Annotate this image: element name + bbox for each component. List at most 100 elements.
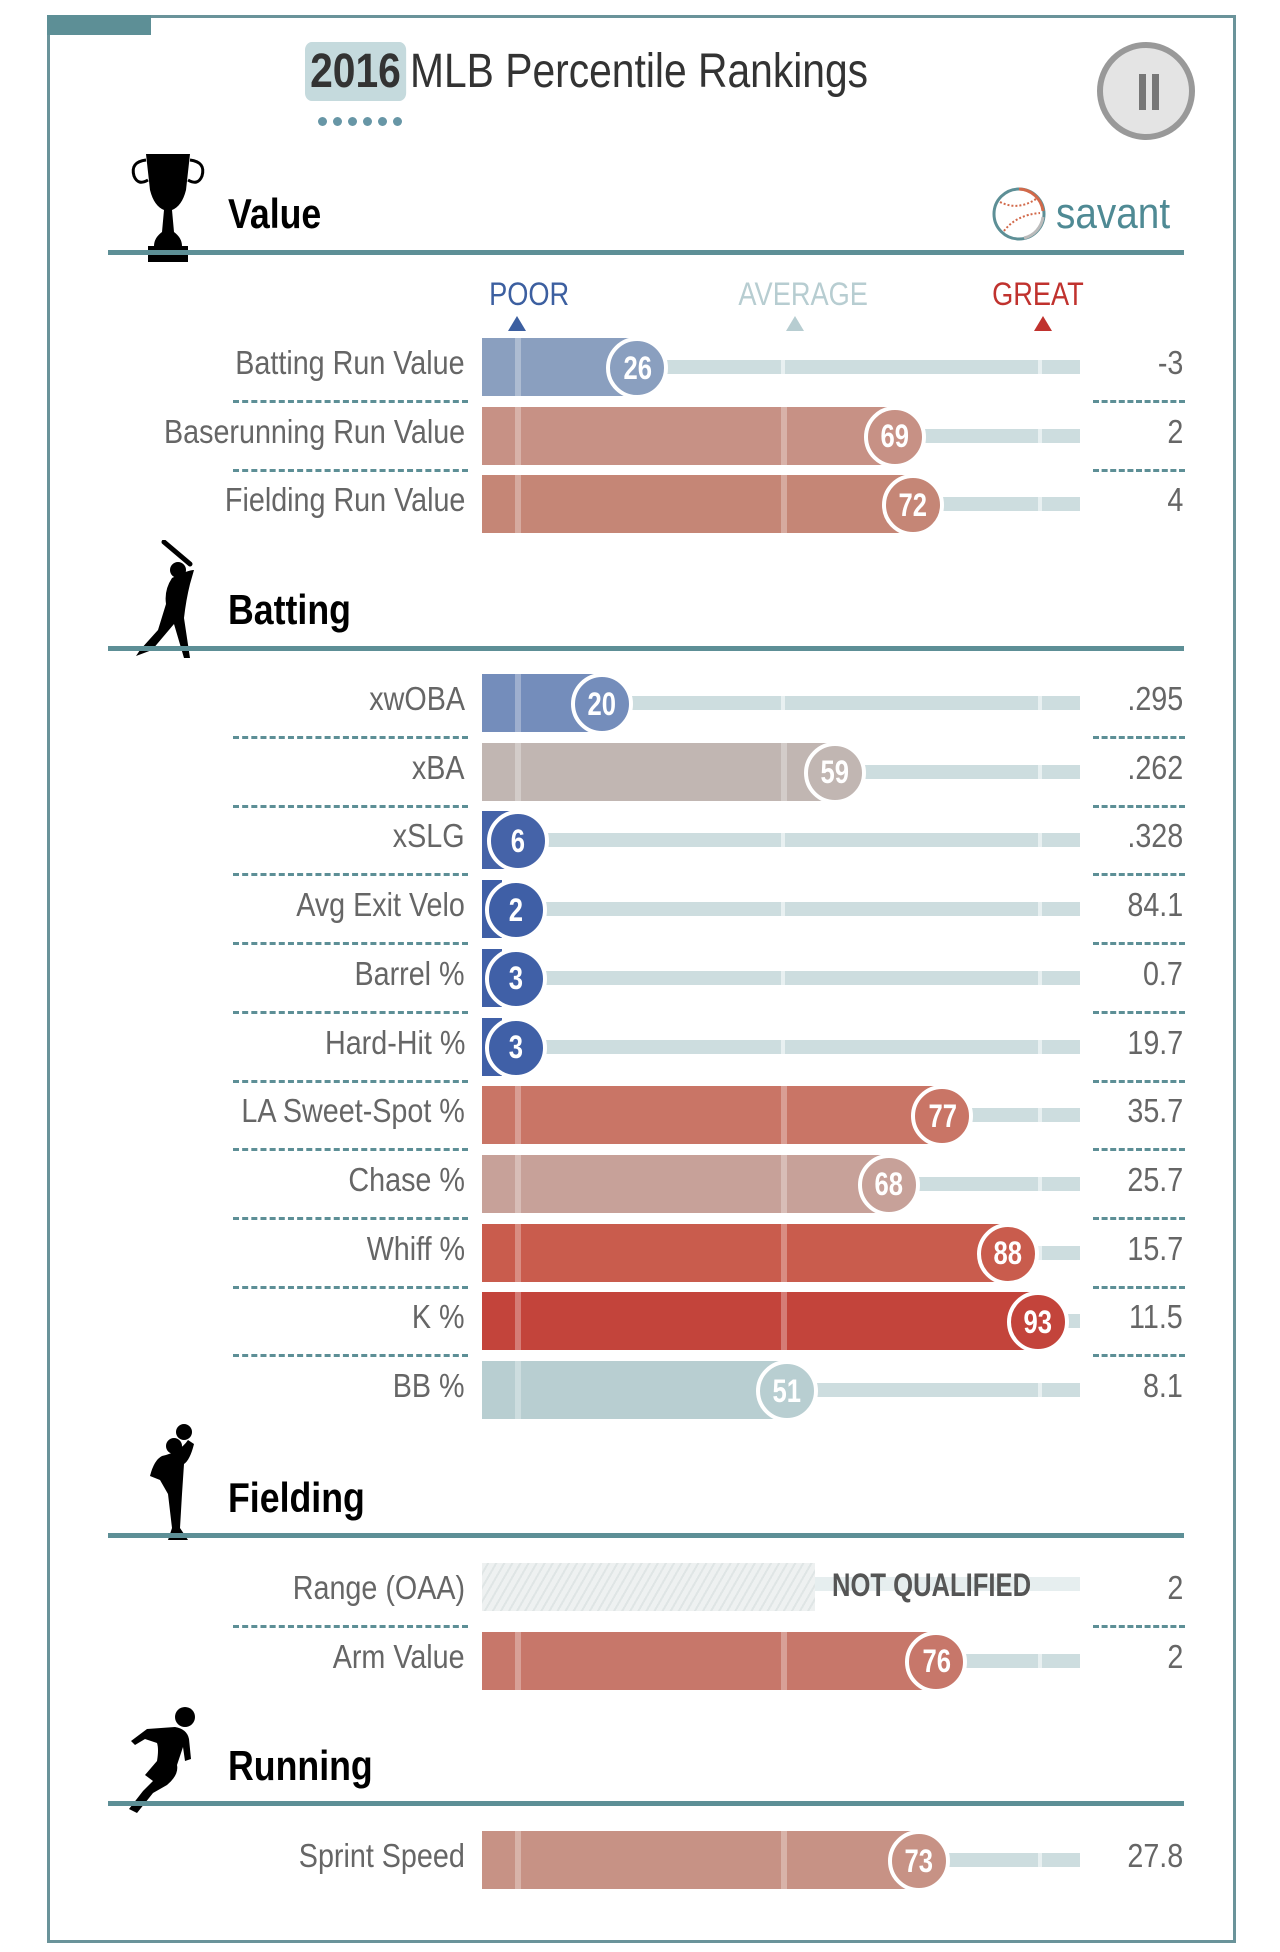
- metric-row[interactable]: Batting Run Value -3 26: [0, 337, 1280, 399]
- metric-row[interactable]: Chase % 25.7 68: [0, 1153, 1280, 1216]
- savant-logo: savant: [990, 185, 1186, 243]
- percentile-value: 51: [772, 1372, 802, 1409]
- percentile-bubble: 2: [485, 879, 547, 942]
- track-tick: [1038, 902, 1043, 917]
- metric-row[interactable]: BB % 8.1 51: [0, 1360, 1280, 1422]
- row-divider: [233, 1625, 468, 1628]
- metric-row[interactable]: xwOBA .295 20: [0, 673, 1280, 735]
- row-divider: [233, 1148, 468, 1152]
- metric-label: Range (OAA): [292, 1569, 465, 1606]
- bar-tick: [514, 1361, 521, 1419]
- row-divider: [233, 736, 468, 739]
- percentile-bar: [482, 1086, 943, 1145]
- metric-row[interactable]: Fielding Run Value 4 72: [0, 474, 1280, 537]
- row-divider: [233, 1010, 468, 1014]
- baseball-icon: [992, 187, 1046, 241]
- metric-row[interactable]: Barrel % 0.7 3: [0, 947, 1280, 1010]
- year-selector[interactable]: 2016: [305, 41, 406, 101]
- metric-value: 4: [1167, 481, 1183, 519]
- row-divider: [1093, 400, 1185, 403]
- metric-label: LA Sweet-Spot %: [241, 1092, 465, 1130]
- percentile-value: 2: [508, 891, 524, 928]
- frame-tab: [47, 15, 151, 35]
- metric-label: Baserunning Run Value: [163, 412, 465, 450]
- great-marker-icon: [1034, 316, 1052, 331]
- metric-label: BB %: [393, 1367, 465, 1404]
- metric-label: Fielding Run Value: [224, 481, 465, 519]
- card-frame: [47, 15, 1236, 1943]
- section-title-fielding: Fielding: [228, 1474, 365, 1521]
- metric-label: xwOBA: [369, 680, 465, 717]
- metric-row[interactable]: Sprint Speed 27.8 73: [0, 1830, 1280, 1892]
- bar-tick: [514, 1154, 521, 1213]
- legend-great: GREAT: [992, 276, 1084, 312]
- track-tick: [1038, 428, 1043, 443]
- section-divider: [108, 1533, 1184, 1538]
- percentile-bubble: 73: [887, 1830, 950, 1892]
- percentile-bar: [482, 406, 895, 465]
- bar-tick: [781, 1086, 787, 1145]
- track-tick: [781, 696, 785, 710]
- poor-marker-icon: [508, 316, 526, 331]
- metric-row[interactable]: Whiff % 15.7 88: [0, 1222, 1280, 1285]
- year-dot[interactable]: [333, 117, 342, 126]
- percentile-bubble: 26: [606, 337, 669, 399]
- metric-row[interactable]: xSLG .328 6: [0, 810, 1280, 873]
- pause-icon-bar: [1152, 74, 1159, 110]
- row-divider: [1093, 1354, 1185, 1358]
- year-dot[interactable]: [348, 117, 357, 126]
- row-divider: [1093, 1148, 1185, 1152]
- percentile-value: 26: [623, 349, 652, 386]
- row-divider: [1093, 873, 1185, 877]
- savant-text: savant: [1056, 189, 1171, 238]
- percentile-bar: [482, 1292, 1039, 1351]
- row-divider: [1093, 468, 1185, 472]
- bar-tick: [514, 1223, 521, 1282]
- percentile-bar: [482, 1631, 937, 1690]
- percentile-value: 77: [928, 1097, 957, 1134]
- metric-label: Hard-Hit %: [324, 1023, 465, 1061]
- row-divider: [233, 1216, 468, 1220]
- percentile-value: 69: [880, 418, 909, 455]
- track-tick: [1038, 764, 1043, 779]
- row-divider: [1093, 1010, 1185, 1014]
- legend-poor: POOR: [489, 276, 570, 312]
- metric-row[interactable]: Avg Exit Velo 84.1 2: [0, 879, 1280, 942]
- page-title: 2016 MLB Percentile Rankings: [305, 36, 949, 106]
- bar-tick: [514, 1631, 521, 1690]
- year-dot[interactable]: [393, 117, 402, 126]
- fielder-icon: [140, 1424, 210, 1554]
- percentile-bar: [482, 475, 913, 534]
- metric-row[interactable]: Range (OAA) 2 NOT QUALIFIED: [0, 1563, 1280, 1621]
- bar-tick: [514, 338, 521, 396]
- metric-row[interactable]: K % 11.5 93: [0, 1291, 1280, 1354]
- metric-label: Arm Value: [333, 1637, 465, 1675]
- year-dot[interactable]: [378, 117, 387, 126]
- track-tick: [1038, 1176, 1043, 1191]
- bar-tick: [514, 475, 521, 534]
- bar-tick: [514, 1292, 521, 1351]
- metric-row[interactable]: Hard-Hit % 19.7 3: [0, 1016, 1280, 1079]
- track-tick: [781, 1039, 785, 1054]
- pause-button[interactable]: [1097, 42, 1195, 140]
- section-divider: [108, 646, 1184, 651]
- metric-row[interactable]: Baserunning Run Value 2 69: [0, 405, 1280, 468]
- row-divider: [233, 1285, 468, 1289]
- metric-row[interactable]: Arm Value 2 76: [0, 1630, 1280, 1693]
- row-divider: [1093, 1625, 1185, 1628]
- year-dot[interactable]: [363, 117, 372, 126]
- metric-value: 8.1: [1143, 1367, 1183, 1404]
- percentile-value: 93: [1023, 1303, 1053, 1340]
- metric-value: 15.7: [1127, 1229, 1183, 1267]
- metric-row[interactable]: LA Sweet-Spot % 35.7 77: [0, 1085, 1280, 1148]
- bar-tick: [781, 1223, 787, 1282]
- year-dot[interactable]: [318, 117, 327, 126]
- percentile-bar: [482, 1223, 1009, 1282]
- metric-value: 35.7: [1127, 1092, 1183, 1130]
- percentile-bubble: 69: [863, 405, 926, 468]
- metric-row[interactable]: xBA .262 59: [0, 741, 1280, 804]
- bar-tick: [514, 742, 521, 801]
- percentile-bubble: 76: [905, 1630, 968, 1693]
- track-tick: [1038, 833, 1043, 848]
- year-dots[interactable]: [318, 117, 402, 126]
